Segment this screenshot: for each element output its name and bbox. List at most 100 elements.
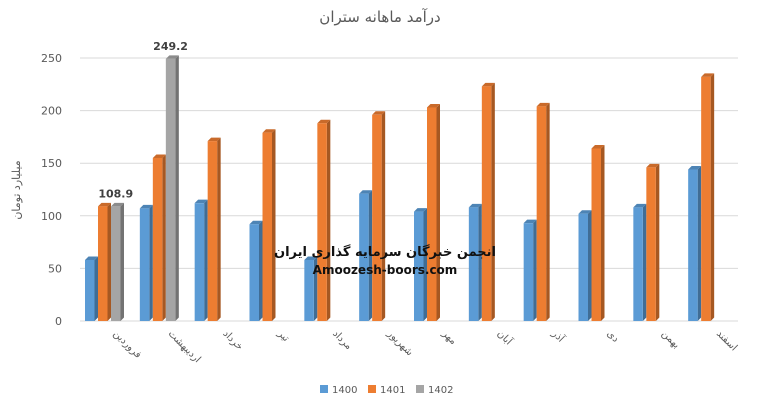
bar-side: [259, 220, 263, 321]
bar-side: [272, 129, 276, 321]
bar: [481, 82, 495, 322]
bar-side: [697, 166, 702, 321]
data-label: 108.9: [98, 187, 133, 200]
bar: [701, 73, 715, 321]
watermark-line2: Amoozesh-boors.com: [313, 263, 458, 277]
bar: [646, 163, 660, 321]
bar-top: [701, 73, 715, 77]
bar-top: [536, 102, 550, 107]
x-tick-label: دی: [604, 328, 620, 344]
bar: [304, 256, 318, 321]
bar-side: [368, 190, 373, 321]
bar-top: [591, 144, 605, 149]
y-tick-label: 200: [41, 105, 62, 118]
bar: [536, 102, 550, 321]
bar-top: [165, 55, 179, 59]
bar-front: [359, 193, 369, 321]
bar-side: [588, 210, 592, 321]
bar-front: [152, 157, 163, 321]
x-tick-label: آذر: [549, 326, 568, 345]
bar: [633, 203, 647, 321]
bar: [139, 204, 153, 321]
bar-side: [533, 219, 537, 321]
bar-top: [194, 199, 208, 204]
bar-side: [217, 137, 221, 321]
bar-side: [423, 208, 427, 321]
x-tick-label: خرداد: [221, 328, 245, 352]
bar-top: [688, 166, 702, 170]
bar-front: [646, 167, 656, 321]
bar-side: [655, 163, 660, 321]
bar-front: [414, 211, 424, 321]
bar-side: [546, 102, 550, 321]
bar-top: [152, 154, 166, 158]
bar-front: [688, 169, 698, 321]
watermark-line1: انجمن خبرگان سرمایه گذاری ایران: [274, 244, 496, 260]
bar: [359, 190, 373, 321]
bar-top: [139, 204, 153, 209]
bar-top: [372, 111, 386, 115]
bar-side: [149, 204, 153, 321]
x-tick-label: فروردین: [111, 328, 144, 361]
x-tick-label: اسفند: [714, 328, 739, 353]
bar-side: [710, 73, 715, 321]
bar: [262, 129, 276, 321]
bar-top: [317, 119, 331, 124]
x-tick-label: آبان: [495, 327, 516, 348]
y-tick-label: 50: [48, 262, 62, 275]
bar: [194, 199, 208, 321]
y-tick-label: 0: [55, 315, 62, 328]
y-tick-label: 100: [41, 210, 62, 223]
bar-top: [481, 82, 495, 87]
bar-front: [536, 106, 547, 321]
bar-top: [633, 203, 647, 208]
bar-top: [414, 208, 427, 212]
bar-side: [175, 55, 179, 321]
bar-side: [381, 111, 386, 321]
bar-front: [262, 132, 272, 321]
bar-front: [372, 114, 382, 321]
bar-top: [207, 137, 221, 142]
bar: [165, 55, 179, 321]
bar: [414, 208, 427, 321]
bar-front: [304, 259, 314, 321]
bar: [372, 111, 386, 321]
bar-side: [313, 256, 318, 321]
legend-swatch: [416, 385, 424, 393]
bar-side: [436, 103, 440, 321]
bar-front: [481, 86, 492, 322]
bar-front: [85, 259, 95, 321]
bar-front: [468, 207, 479, 321]
bar-top: [427, 103, 440, 108]
bar: [152, 154, 166, 321]
bar: [578, 210, 592, 321]
bar-side: [162, 154, 166, 321]
bar-top: [578, 210, 592, 214]
x-tick-label: شهریور: [384, 328, 415, 359]
bar-side: [94, 256, 98, 321]
legend-label: 1401: [380, 385, 405, 396]
bar-front: [207, 141, 218, 321]
legend-label: 1402: [428, 385, 453, 396]
bar-front: [578, 213, 588, 321]
bar: [591, 144, 605, 321]
y-tick-label: 250: [41, 52, 62, 65]
bar-side: [478, 203, 482, 321]
bar-top: [468, 203, 482, 208]
bar-side: [601, 144, 605, 321]
bar-top: [98, 202, 111, 207]
bar: [523, 219, 537, 321]
bar-front: [701, 76, 711, 321]
x-tick-label: بهمن: [659, 328, 681, 350]
x-tick-label: مرداد: [330, 328, 354, 352]
bar-top: [85, 256, 98, 260]
bar-front: [591, 148, 601, 321]
y-axis-label: میلیارد تومان: [10, 160, 23, 219]
bar-top: [262, 129, 276, 133]
bar-side: [326, 119, 331, 321]
bar-top: [523, 219, 537, 224]
bar-front: [111, 206, 121, 321]
chart-title: درآمد ماهانه ستران: [319, 8, 441, 26]
